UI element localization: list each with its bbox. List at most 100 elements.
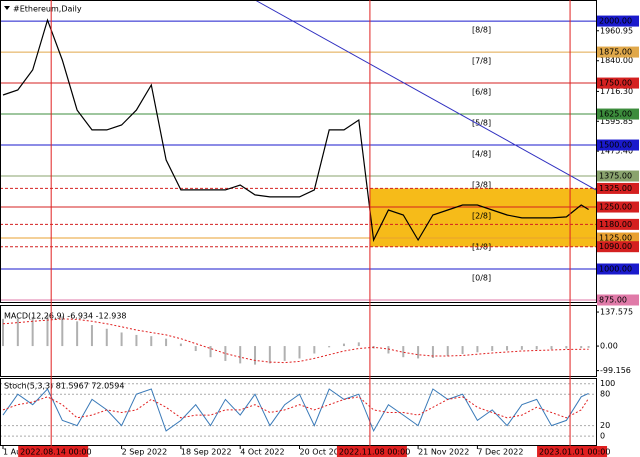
level-label: 1625.00 [599, 110, 632, 119]
macd-bar [268, 346, 271, 364]
level-label: 1000.00 [599, 265, 632, 274]
level-label: 1125.00 [599, 234, 632, 243]
macd-bar [283, 346, 286, 361]
macd-bar [76, 321, 79, 347]
vline-label-box [537, 446, 608, 457]
macd-signal [2, 318, 589, 364]
y-tick-label: 1595.85 [600, 117, 633, 126]
level-label: 1250.00 [599, 203, 632, 212]
level-label-box [597, 182, 639, 194]
macd-bar [16, 318, 19, 347]
level-label-box [597, 170, 639, 182]
macd-bar [239, 346, 242, 364]
stoch-label: Stoch(5,3,3) 81.5967 72.0594 [4, 382, 124, 391]
vline-label: 2022.08.14 00:00 [20, 448, 91, 457]
macd-bar [520, 346, 523, 350]
chart-title: #Ethereum,Daily [13, 5, 82, 14]
macd-bar [61, 316, 64, 347]
macd-bar [342, 343, 345, 347]
level-label-box [597, 108, 639, 120]
stoch-frame [0, 378, 597, 446]
murrey-label: [4/8] [472, 150, 491, 159]
level-label-box [597, 201, 639, 213]
macd-bar [135, 334, 138, 347]
macd-bar [46, 315, 49, 347]
y-tick-label: 1960.95 [600, 26, 633, 35]
macd-bar [461, 346, 464, 354]
macd-bar [565, 346, 568, 349]
macd-bar [90, 325, 93, 347]
murrey-label: [7/8] [472, 57, 491, 66]
level-label: 875.00 [599, 296, 627, 305]
murrey-label: [5/8] [472, 119, 491, 128]
level-label: 1325.00 [599, 184, 632, 193]
macd-bar [224, 346, 227, 361]
macd-bar [491, 346, 494, 352]
level-label: 1750.00 [599, 79, 632, 88]
macd-bar [298, 346, 301, 359]
level-label: 1875.00 [599, 48, 632, 57]
y-tick-label: 1840.00 [600, 56, 633, 65]
stoch-tick-label: 80 [600, 390, 610, 399]
x-tick-label: 2 Sep 2022 [122, 448, 168, 457]
macd-bar [357, 342, 360, 347]
macd-bar [179, 343, 182, 347]
level-label: 1180.00 [599, 220, 632, 229]
level-label-box [597, 15, 639, 27]
stoch-tick-label: 20 [600, 421, 610, 430]
macd-tick-label: 0.00 [600, 342, 618, 351]
murrey-label: [6/8] [472, 88, 491, 97]
murrey-label: [2/8] [472, 212, 491, 221]
macd-bar [254, 346, 257, 365]
macd-frame [0, 305, 597, 377]
level-label: 1090.00 [599, 242, 632, 251]
macd-bar [209, 346, 212, 358]
macd-bar [550, 346, 553, 350]
macd-bar [587, 346, 590, 348]
macd-bar [2, 318, 4, 347]
level-label-box [597, 294, 639, 306]
trendline [254, 0, 597, 191]
x-tick-label: 20 Oct 2022 [300, 448, 349, 457]
murrey-label: [8/8] [472, 26, 491, 35]
title-marker [4, 6, 10, 10]
level-label-box [597, 241, 639, 253]
macd-bar [120, 332, 123, 347]
x-tick-label: 21 Nov 2022 [418, 448, 469, 457]
y-tick-label: 1716.30 [600, 87, 633, 96]
macd-bar [580, 346, 583, 349]
level-label-box [597, 46, 639, 58]
vline-label: 2022.11.08 00:00 [339, 448, 410, 457]
macd-bar [105, 328, 108, 347]
macd-bar [446, 346, 449, 356]
murrey-label: [3/8] [472, 181, 491, 190]
macd-bar [506, 346, 509, 351]
macd-bar [165, 338, 168, 347]
macd-label: MACD(12,26,9) -6.934 -12.938 [4, 312, 127, 321]
x-tick-label: 7 Dec 2022 [477, 448, 523, 457]
macd-bar [150, 336, 153, 347]
x-tick-label: 4 Oct 2022 [240, 448, 284, 457]
stoch-main [2, 388, 589, 433]
vline-label-box [336, 446, 407, 457]
macd-bar [417, 346, 420, 359]
level-label: 2000.00 [599, 17, 632, 26]
level-label-box [597, 139, 639, 151]
level-label-box [597, 263, 639, 275]
macd-tick-label: -99.156 [600, 366, 631, 375]
murrey-label: [0/8] [472, 274, 491, 283]
price-line [2, 18, 589, 243]
level-label: 1500.00 [599, 141, 632, 150]
macd-bar [402, 346, 405, 358]
macd-bar [194, 346, 197, 352]
macd-tick-label: 137.575 [600, 308, 633, 317]
macd-bar [535, 346, 538, 350]
macd-bar [328, 346, 331, 348]
plot-layer: [8/8][7/8][6/8][5/8][4/8][3/8][2/8][1/8]… [0, 0, 597, 437]
y-tick-label: 1475.40 [600, 147, 633, 156]
macd-bar [431, 346, 434, 358]
vline-label: 2023.01.01 00:00 [539, 448, 610, 457]
stoch-signal [2, 396, 590, 419]
stoch-tick-label: 0 [600, 432, 605, 441]
